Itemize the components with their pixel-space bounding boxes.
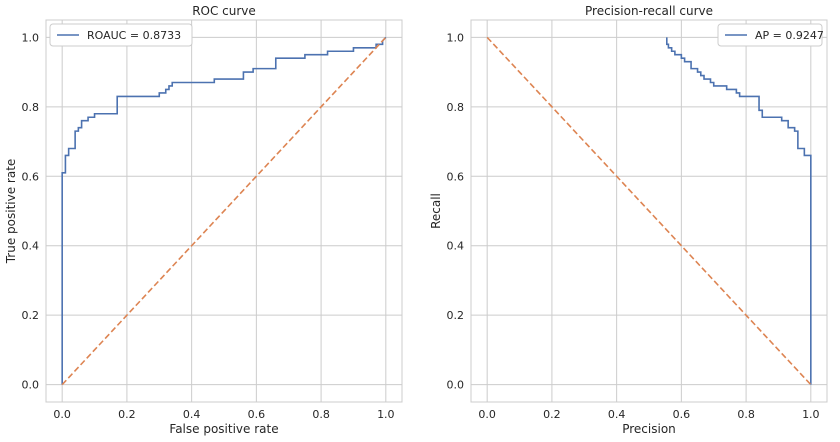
roc-x-tick-label: 0.8 [312, 408, 330, 421]
pr-y-tick-label: 0.6 [447, 170, 465, 183]
pr-x-tick-label: 0.8 [737, 408, 755, 421]
roc-legend-box [49, 23, 193, 47]
pr-y-tick-label: 0.2 [447, 309, 465, 322]
pr-chart: 0.0 0.2 0.4 0.6 0.8 1.0 0.0 0.2 0.4 0.6 0.8 1.0 Pre… [429, 4, 828, 436]
pr-x-tick-label: 0.6 [673, 408, 691, 421]
pr-y-tick-label: 0.8 [447, 101, 465, 114]
roc-x-tick-label: 0.2 [118, 408, 136, 421]
roc-x-tick-label: 1.0 [377, 408, 395, 421]
roc-baseline-line [61, 36, 387, 386]
roc-x-axis-label: False positive rate [169, 422, 278, 436]
pr-ticks: 0.0 0.2 0.4 0.6 0.8 1.0 0.0 0.2 0.4 0.6 0.8 1.0 [447, 31, 820, 421]
pr-series [486, 36, 812, 386]
pr-y-tick-label: 0.0 [447, 379, 465, 392]
pr-x-axis-label: Precision [622, 422, 676, 436]
roc-series [61, 36, 387, 386]
pr-legend-box [717, 23, 823, 47]
pr-y-axis-label: Recall [429, 193, 443, 229]
roc-y-tick-label: 0.4 [22, 240, 40, 253]
roc-legend-label: ROAUC = 0.8733 [87, 29, 181, 42]
pr-x-tick-label: 0.2 [543, 408, 561, 421]
roc-y-tick-label: 0.8 [22, 101, 40, 114]
pr-x-tick-label: 1.0 [802, 408, 820, 421]
roc-y-tick-label: 0.0 [22, 379, 40, 392]
pr-y-tick-label: 1.0 [447, 31, 465, 44]
pr-title: Precision-recall curve [585, 4, 713, 18]
pr-legend-label: AP = 0.9247 [755, 29, 824, 42]
pr-curve-line [665, 37, 812, 385]
roc-title: ROC curve [192, 4, 256, 18]
pr-y-tick-label: 0.4 [447, 240, 465, 253]
roc-x-tick-label: 0.4 [183, 408, 201, 421]
roc-legend: ROAUC = 0.8733 [49, 23, 193, 47]
pr-x-tick-label: 0.4 [608, 408, 626, 421]
pr-baseline-line [486, 36, 812, 386]
roc-x-tick-label: 0.0 [53, 408, 71, 421]
roc-y-tick-label: 1.0 [22, 31, 40, 44]
roc-y-axis-label: True positive rate [4, 159, 18, 265]
pr-grid [471, 20, 827, 402]
roc-curve-line [61, 36, 387, 385]
pr-x-tick-label: 0.0 [478, 408, 496, 421]
roc-y-tick-label: 0.2 [22, 309, 40, 322]
pr-legend: AP = 0.9247 [717, 23, 824, 47]
roc-chart: 0.0 0.2 0.4 0.6 0.8 1.0 0.0 0.2 0.4 0.6 0.8 1.0 ROC… [4, 4, 403, 436]
roc-x-tick-label: 0.6 [248, 408, 266, 421]
roc-y-tick-label: 0.6 [22, 170, 40, 183]
roc-ticks: 0.0 0.2 0.4 0.6 0.8 1.0 0.0 0.2 0.4 0.6 0.8 1.0 [22, 31, 395, 421]
